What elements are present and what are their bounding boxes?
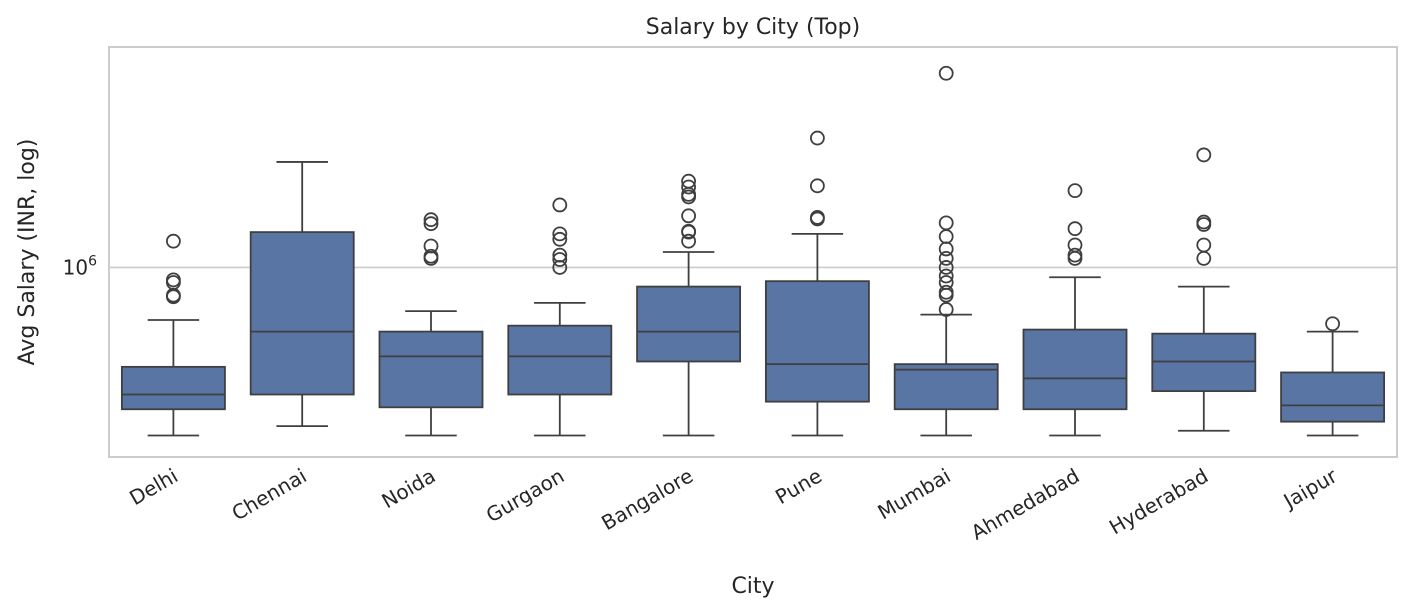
x-tick-label-gurgaon: Gurgaon (482, 464, 568, 528)
outlier-point (1325, 316, 1340, 332)
x-tick-label-jaipur: Jaipur (1278, 463, 1342, 514)
iqr-box (893, 363, 999, 411)
outlier-point (552, 252, 568, 267)
x-tick-label-mumbai: Mumbai (873, 464, 954, 525)
box-mumbai (893, 65, 999, 437)
outlier-point (810, 130, 825, 146)
outlier-point (1196, 147, 1212, 163)
iqr-box (120, 365, 226, 411)
outlier-point (1067, 250, 1083, 266)
outlier-point (165, 233, 181, 249)
outlier-point (938, 302, 954, 317)
outlier-point (938, 215, 954, 231)
outlier-point (552, 247, 568, 263)
iqr-box (636, 285, 742, 363)
outlier-point (938, 250, 954, 266)
box-chennai (249, 161, 355, 428)
outlier-point (423, 216, 439, 232)
outlier-point (1196, 250, 1212, 266)
outlier-point (681, 233, 696, 249)
y-tick-base: 10 (63, 255, 88, 279)
outlier-point (552, 226, 568, 242)
outlier-point (681, 208, 696, 224)
outlier-point (165, 272, 181, 288)
outlier-point (1196, 214, 1212, 230)
box-delhi (120, 233, 226, 437)
outlier-point (938, 284, 954, 300)
outlier-point (1067, 183, 1083, 199)
box-hyderabad (1151, 147, 1257, 432)
box-ahmedabad (1022, 183, 1128, 437)
outlier-point (1067, 247, 1083, 263)
y-axis-label: Avg Salary (INR, log) (15, 139, 40, 366)
outlier-point (1196, 237, 1212, 253)
x-tick-label-chennai: Chennai (228, 464, 311, 526)
outlier-point (938, 241, 954, 257)
x-axis-label: City (731, 574, 774, 599)
iqr-box (764, 280, 870, 403)
iqr-box (378, 330, 484, 409)
outlier-point (938, 268, 954, 284)
x-tick-labels: Delhi Chennai Noida Gurgaon Bangalore Pune Mum… (125, 463, 1341, 545)
outlier-point (681, 179, 696, 195)
x-tick-label-delhi: Delhi (125, 464, 182, 511)
chart-title: Salary by City (Top) (646, 15, 860, 40)
outlier-point (938, 260, 954, 275)
y-tick-label: 106 (63, 253, 97, 279)
outlier-point (423, 248, 439, 264)
outlier-point (938, 229, 954, 244)
outlier-point (552, 231, 568, 247)
box-pune (764, 130, 870, 437)
y-tick-exponent: 6 (88, 253, 97, 269)
x-tick-label-bangalore: Bangalore (597, 464, 697, 536)
x-tick-label-hyderabad: Hyderabad (1105, 464, 1212, 540)
iqr-box (249, 231, 355, 396)
x-tick-label-pune: Pune (771, 464, 826, 509)
y-tick-labels: 106 (63, 253, 97, 279)
outlier-point (423, 212, 439, 228)
outlier-point (681, 223, 696, 239)
outlier-point (938, 65, 954, 81)
plot-frame (108, 46, 1398, 458)
box-noida (378, 212, 484, 437)
iqr-box (507, 324, 613, 396)
box-bangalore (636, 173, 742, 437)
iqr-box (1280, 371, 1386, 423)
outlier-point (423, 238, 439, 254)
outlier-point (810, 178, 825, 194)
outlier-point (810, 209, 825, 225)
outlier-point (1067, 221, 1083, 237)
iqr-box (1022, 328, 1128, 411)
x-tick-label-ahmedabad: Ahmedabad (967, 464, 1084, 545)
box-gurgaon (507, 197, 613, 437)
outlier-point (1067, 237, 1083, 253)
outlier-point (681, 173, 696, 189)
box-jaipur (1280, 316, 1386, 437)
boxes (120, 65, 1386, 437)
outlier-point (552, 197, 568, 213)
x-tick-label-noida: Noida (378, 464, 440, 514)
outlier-point (938, 275, 954, 290)
outlier-point (938, 287, 954, 303)
